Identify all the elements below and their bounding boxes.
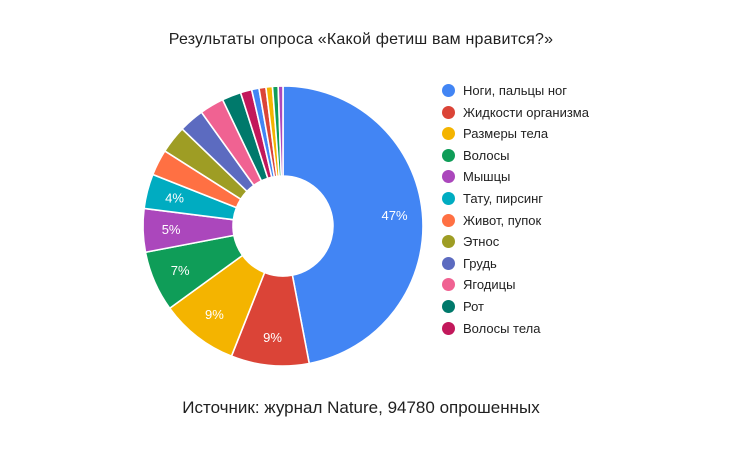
legend-swatch	[442, 299, 455, 313]
legend-swatch	[442, 256, 455, 270]
legend-item-9[interactable]: Ягодицы	[442, 277, 589, 293]
legend-label: Жидкости организма	[463, 104, 589, 120]
chart-title: Результаты опроса «Какой фетиш вам нрави…	[168, 31, 554, 48]
legend-label: Волосы	[463, 147, 510, 163]
legend-label: Рот	[463, 298, 484, 314]
legend-swatch	[442, 170, 455, 184]
legend-swatch	[442, 213, 455, 227]
chart-legend: Ноги, пальцы ног Жидкости организма Размер…	[442, 83, 589, 336]
legend-label: Тату, пирсинг	[463, 190, 544, 206]
legend-label: Грудь	[463, 255, 497, 271]
legend-item-0[interactable]: Ноги, пальцы ног	[442, 83, 589, 98]
legend-label: Размеры тела	[463, 126, 549, 142]
legend-swatch	[442, 105, 455, 119]
legend-swatch	[442, 278, 455, 292]
slice-percentage-label: 7%	[171, 263, 190, 278]
legend-item-1[interactable]: Жидкости организма	[442, 104, 589, 120]
legend-item-2[interactable]: Размеры тела	[442, 126, 589, 142]
legend-label: Живот, пупок	[463, 212, 542, 228]
slice-percentage-label: 5%	[162, 222, 181, 237]
legend-swatch	[442, 148, 455, 162]
legend-item-5[interactable]: Тату, пирсинг	[442, 190, 589, 206]
legend-swatch	[442, 127, 455, 141]
legend-swatch	[442, 84, 455, 97]
source-note: Источник: журнал Nature, 94780 опрошенны…	[182, 398, 540, 417]
pie-slice-small-16[interactable]	[277, 85, 284, 177]
slice-percentage-label: 9%	[263, 330, 282, 345]
legend-swatch	[442, 235, 455, 249]
legend-item-3[interactable]: Волосы	[442, 147, 589, 163]
legend-label: Ноги, пальцы ног	[463, 83, 568, 98]
legend-label: Волосы тела	[463, 320, 541, 336]
slice-percentage-label: 9%	[205, 307, 224, 322]
legend-item-7[interactable]: Этнос	[442, 234, 589, 250]
legend-item-4[interactable]: Мышцы	[442, 169, 589, 185]
legend-item-10[interactable]: Рот	[442, 298, 589, 314]
legend-label: Ягодицы	[463, 277, 516, 293]
pie-slice-Ноги, пальцы ног[interactable]	[282, 85, 424, 365]
slice-percentage-label: 47%	[381, 208, 407, 223]
legend-item-11[interactable]: Волосы тела	[442, 320, 589, 336]
legend-swatch	[442, 191, 455, 205]
legend-label: Этнос	[463, 234, 500, 250]
slice-percentage-label: 4%	[165, 191, 184, 206]
legend-item-8[interactable]: Грудь	[442, 255, 589, 271]
legend-item-6[interactable]: Живот, пупок	[442, 212, 589, 228]
legend-label: Мышцы	[463, 169, 511, 185]
legend-swatch	[442, 321, 455, 335]
